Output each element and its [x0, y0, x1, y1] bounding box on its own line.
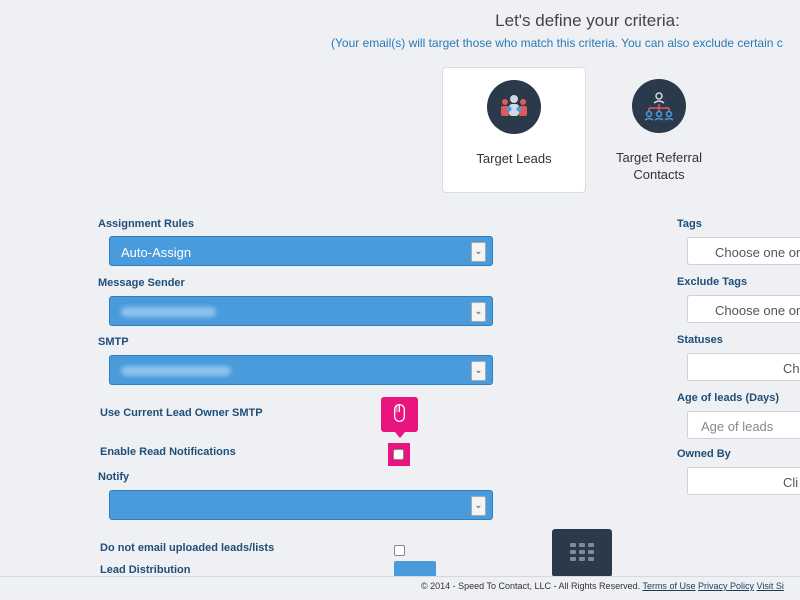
lead-distribution-label: Lead Distribution: [100, 564, 191, 576]
message-sender-label: Message Sender: [98, 277, 185, 289]
target-leads-label: Target Leads: [476, 151, 552, 166]
smtp-label: SMTP: [98, 336, 129, 348]
copyright-text: © 2014 - Speed To Contact, LLC - All Rig…: [421, 581, 641, 591]
message-sender-select[interactable]: ⌄: [109, 296, 493, 326]
target-referral-label: Target Referral Contacts: [616, 150, 702, 182]
chevron-down-icon: ⌄: [471, 242, 486, 262]
chevron-down-icon: ⌄: [471, 496, 486, 516]
privacy-link[interactable]: Privacy Policy: [697, 581, 754, 591]
assignment-rules-select[interactable]: Auto-Assign ⌄: [109, 236, 493, 266]
target-leads-card[interactable]: Target Leads: [442, 67, 586, 193]
age-label: Age of leads (Days): [677, 392, 780, 404]
mouse-icon: [394, 404, 405, 422]
org-chart-icon: [632, 79, 686, 133]
tags-placeholder: Choose one or: [715, 245, 800, 260]
owned-by-placeholder: Cli: [783, 475, 799, 490]
exclude-tags-placeholder: Choose one or: [715, 303, 800, 318]
page-title: Let's define your criteria:: [495, 11, 680, 30]
use-owner-smtp-label: Use Current Lead Owner SMTP: [100, 407, 263, 419]
visit-link[interactable]: Visit Si: [756, 581, 784, 591]
assignment-rules-value: Auto-Assign: [121, 245, 192, 260]
notify-label: Notify: [98, 471, 130, 483]
grid-icon: [570, 543, 594, 561]
target-referral-card[interactable]: Target Referral Contacts: [588, 67, 730, 191]
assignment-rules-label: Assignment Rules: [98, 218, 194, 230]
chevron-down-icon: ⌄: [471, 302, 486, 322]
no-email-uploaded-checkbox[interactable]: [394, 545, 405, 556]
smtp-select[interactable]: ⌄: [109, 355, 493, 385]
dialpad-button[interactable]: [552, 529, 612, 577]
redacted-value: [121, 307, 216, 317]
exclude-tags-label: Exclude Tags: [677, 276, 748, 288]
no-email-uploaded-label: Do not email uploaded leads/lists: [100, 542, 275, 554]
notify-select[interactable]: ⌄: [109, 490, 493, 520]
statuses-input[interactable]: Ch: [687, 353, 800, 381]
redacted-value: [121, 366, 231, 376]
read-notifications-label: Enable Read Notifications: [100, 446, 236, 458]
chevron-down-icon: ⌄: [471, 361, 486, 381]
people-group-icon: [487, 80, 541, 134]
read-notifications-checkbox[interactable]: [393, 449, 404, 460]
footer: © 2014 - Speed To Contact, LLC - All Rig…: [0, 576, 800, 595]
owned-by-label: Owned By: [677, 448, 731, 460]
click-hint-tooltip: [381, 397, 418, 432]
exclude-tags-input[interactable]: Choose one or: [687, 295, 800, 323]
statuses-label: Statuses: [677, 334, 723, 346]
owned-by-input[interactable]: Cli: [687, 467, 800, 495]
read-notifications-highlight: [388, 443, 410, 466]
page-subtitle: (Your email(s) will target those who mat…: [331, 36, 783, 50]
terms-link[interactable]: Terms of Use: [642, 581, 696, 591]
statuses-placeholder: Ch: [783, 361, 800, 376]
tooltip-pointer: [395, 432, 405, 438]
tags-label: Tags: [677, 218, 702, 230]
tags-input[interactable]: Choose one or: [687, 237, 800, 265]
age-placeholder: Age of leads: [701, 419, 774, 434]
age-input[interactable]: Age of leads: [687, 411, 800, 439]
